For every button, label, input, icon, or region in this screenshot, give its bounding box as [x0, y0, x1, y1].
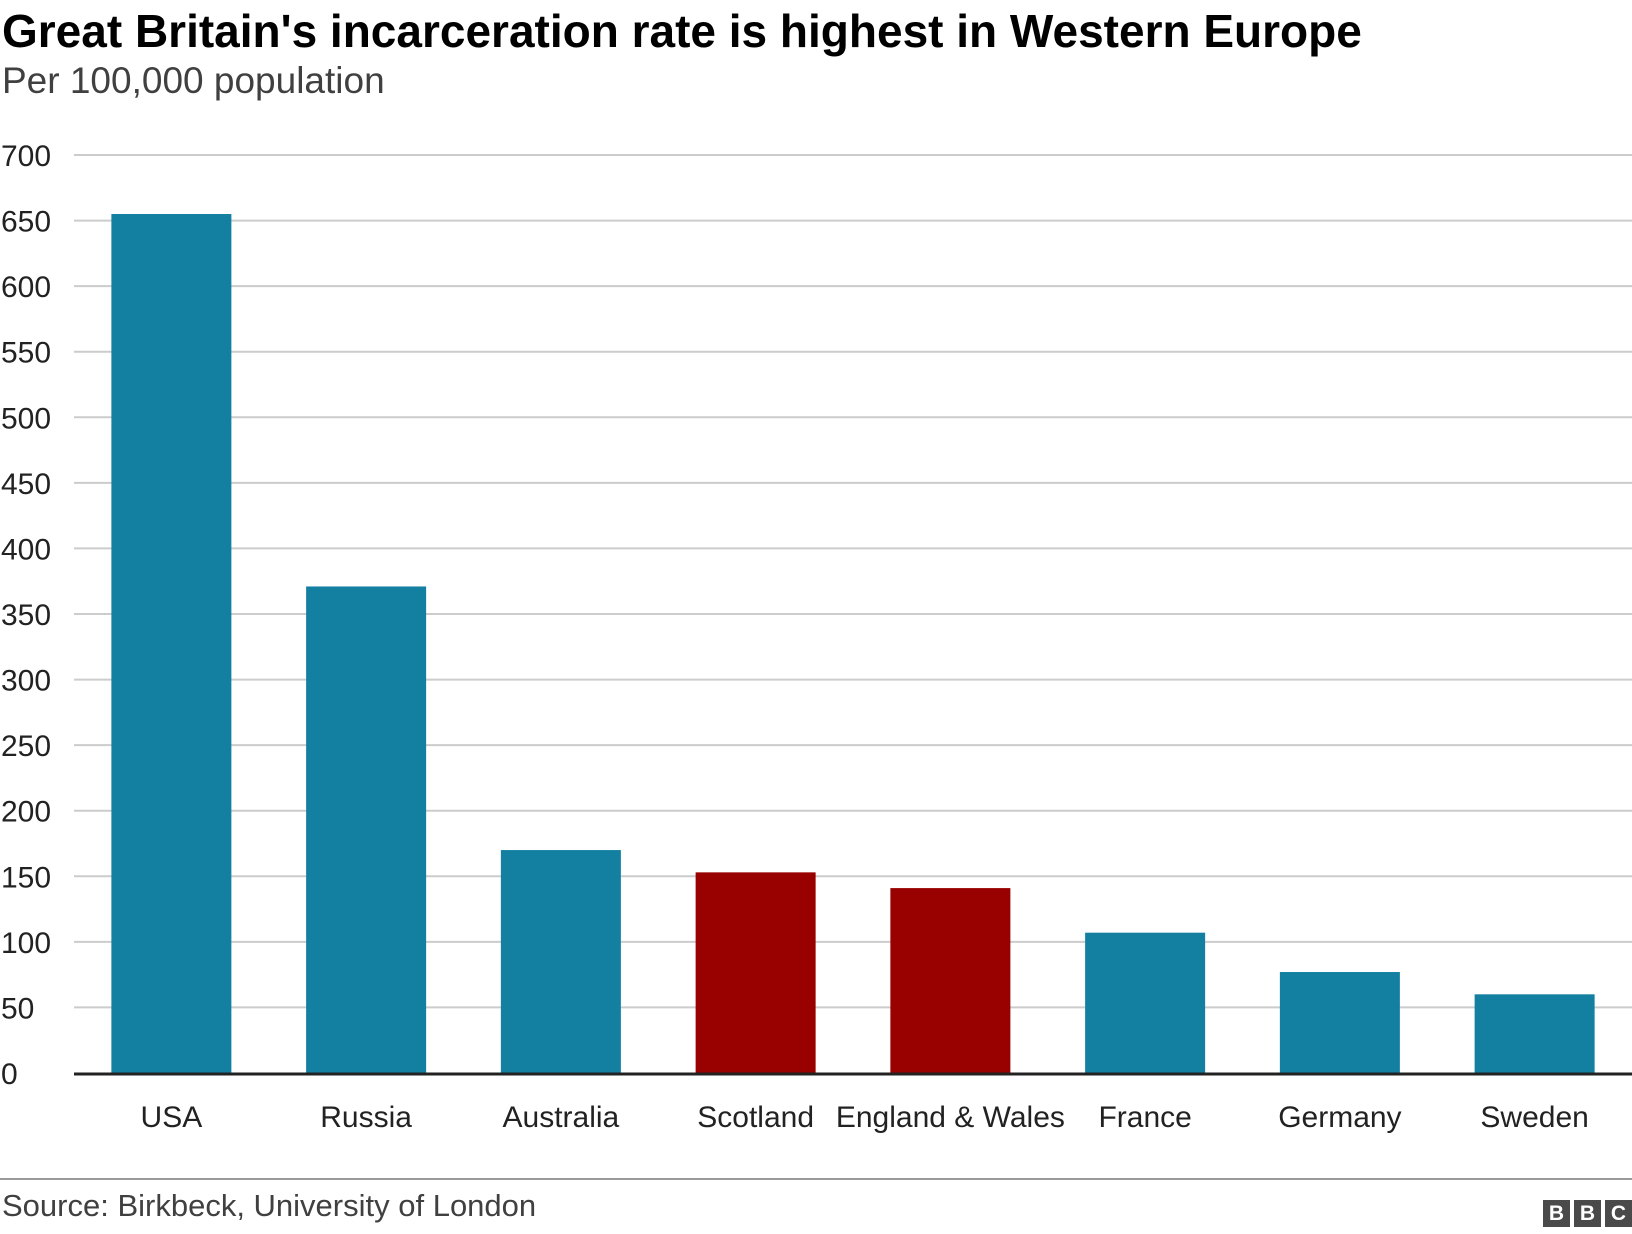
- y-tick-label: 50: [1, 992, 34, 1025]
- y-tick-label: 550: [1, 337, 51, 370]
- y-tick-label: 150: [1, 861, 51, 894]
- y-tick-label: 700: [1, 140, 51, 173]
- bar-scotland: [695, 872, 816, 1073]
- footer-divider: [0, 1178, 1632, 1180]
- y-tick-label: 650: [1, 206, 51, 239]
- bbc-logo: B B C: [1543, 1200, 1632, 1227]
- bar-usa: [111, 214, 232, 1073]
- x-tick-label: Germany: [1278, 1101, 1401, 1134]
- y-tick-label: 450: [1, 468, 51, 501]
- x-tick-label: England & Wales: [836, 1101, 1065, 1134]
- chart-title: Great Britain's incarceration rate is hi…: [2, 5, 1362, 57]
- chart-subtitle: Per 100,000 population: [2, 60, 385, 101]
- logo-letter: B: [1574, 1200, 1601, 1227]
- bar-france: [1085, 932, 1206, 1073]
- x-tick-label: Australia: [503, 1101, 620, 1134]
- x-axis-labels: USA Russia Australia Scotland England & Wale…: [141, 1101, 1589, 1134]
- y-tick-label: 500: [1, 402, 51, 435]
- bars: [111, 214, 1595, 1073]
- y-tick-label: 300: [1, 665, 51, 698]
- bar-australia: [500, 850, 621, 1073]
- y-axis-ticks: 0 50 100 150 200 250 300 350 400 450 500 550 600 650 7…: [1, 140, 51, 1091]
- bar-chart: 0 50 100 150 200 250 300 350 400 450 500 550 600 650 7…: [1, 140, 1632, 1134]
- bar-germany: [1279, 972, 1400, 1073]
- y-tick-label: 0: [1, 1058, 18, 1091]
- y-tick-label: 100: [1, 927, 51, 960]
- x-tick-label: France: [1098, 1101, 1191, 1134]
- source-note: Source: Birkbeck, University of London: [2, 1188, 537, 1223]
- x-tick-label: Russia: [320, 1101, 412, 1134]
- bar-england-wales: [890, 888, 1011, 1073]
- y-tick-label: 250: [1, 730, 51, 763]
- y-tick-label: 600: [1, 271, 51, 304]
- y-tick-label: 400: [1, 533, 51, 566]
- y-tick-label: 200: [1, 796, 51, 829]
- bar-russia: [306, 586, 427, 1073]
- y-tick-label: 350: [1, 599, 51, 632]
- x-tick-label: Sweden: [1480, 1101, 1588, 1134]
- bar-sweden: [1474, 994, 1595, 1073]
- logo-letter: B: [1543, 1200, 1570, 1227]
- x-tick-label: USA: [141, 1101, 203, 1134]
- x-tick-label: Scotland: [697, 1101, 814, 1134]
- logo-letter: C: [1605, 1200, 1632, 1227]
